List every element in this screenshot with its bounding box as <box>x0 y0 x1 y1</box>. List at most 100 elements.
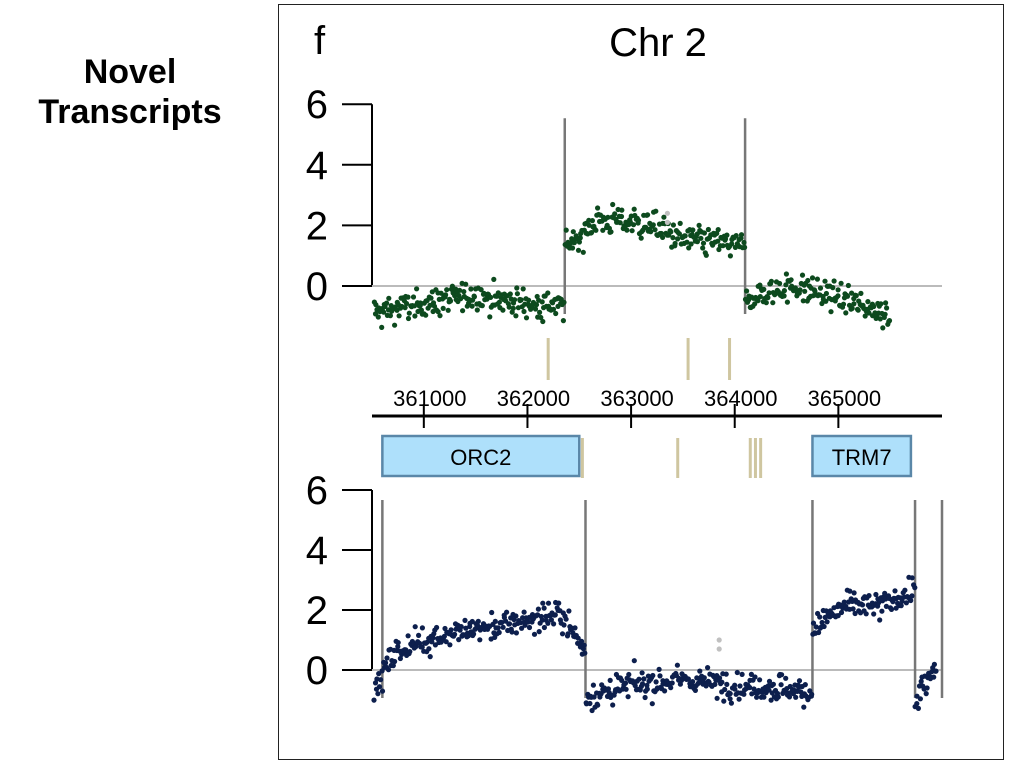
data-point <box>883 603 890 610</box>
chart-figure: f Chr 2 0 2 4 6 361000 362000 363000 364000 365… <box>278 4 1004 760</box>
data-point <box>539 617 545 623</box>
data-point <box>440 305 446 311</box>
data-point <box>747 684 753 691</box>
data-point <box>577 235 583 241</box>
data-point <box>632 683 638 689</box>
data-point <box>739 671 745 678</box>
data-point <box>424 639 430 645</box>
top-panel: 0 2 4 6 <box>306 83 942 380</box>
data-point <box>452 631 458 637</box>
data-point <box>442 625 448 632</box>
data-point <box>478 287 484 293</box>
data-point <box>533 302 540 308</box>
data-point <box>668 229 674 235</box>
data-point <box>797 287 803 293</box>
data-point <box>539 299 545 305</box>
data-point <box>509 629 515 635</box>
data-point <box>479 303 485 309</box>
data-point <box>395 643 401 650</box>
data-point <box>418 307 424 313</box>
data-point <box>540 600 546 606</box>
data-point <box>608 229 614 235</box>
data-point <box>563 227 569 233</box>
data-point <box>727 691 733 697</box>
data-point <box>617 220 623 226</box>
data-point <box>781 288 787 294</box>
data-point <box>752 301 758 307</box>
data-point <box>742 244 748 250</box>
data-point <box>582 650 588 656</box>
data-point <box>447 298 454 304</box>
data-point <box>383 660 389 666</box>
data-point <box>835 287 841 293</box>
data-point <box>859 602 866 608</box>
data-point <box>626 671 632 678</box>
data-point <box>607 677 613 684</box>
data-point <box>892 588 898 594</box>
data-point <box>700 245 706 251</box>
data-point <box>619 677 625 684</box>
bottom-panel: 0 2 4 6 <box>306 438 944 714</box>
data-point <box>703 252 709 258</box>
data-point <box>824 619 830 625</box>
data-point <box>551 621 557 627</box>
data-point <box>823 298 829 304</box>
data-point <box>381 309 387 315</box>
data-point <box>752 674 758 680</box>
data-point <box>587 700 593 707</box>
coordinate-tick-label: 361000 <box>393 386 466 411</box>
data-point <box>792 285 799 291</box>
data-point <box>915 705 922 712</box>
data-point <box>877 617 883 623</box>
data-point <box>610 702 616 708</box>
data-point <box>770 300 776 306</box>
data-point <box>749 691 755 697</box>
data-point <box>474 307 480 313</box>
data-point <box>781 293 787 299</box>
data-point <box>863 611 869 617</box>
data-point <box>434 624 440 631</box>
data-point <box>741 239 747 246</box>
data-point <box>407 649 413 655</box>
data-point <box>886 318 893 324</box>
data-point <box>744 288 750 294</box>
data-point <box>618 213 625 220</box>
data-point <box>644 686 650 692</box>
data-point <box>593 227 599 233</box>
data-point <box>909 593 915 599</box>
data-point <box>477 637 483 643</box>
data-point <box>828 309 834 315</box>
data-point <box>670 222 676 228</box>
masked-point <box>716 646 722 652</box>
data-point <box>629 228 635 234</box>
data-point <box>417 300 423 306</box>
data-point <box>847 588 853 594</box>
data-point <box>443 639 449 645</box>
data-point <box>814 276 821 282</box>
data-point <box>645 212 651 218</box>
gene-label: TRM7 <box>832 445 892 470</box>
data-point <box>923 691 929 697</box>
data-point <box>761 286 767 292</box>
chart-title: Chr 2 <box>609 21 707 65</box>
data-point <box>831 278 837 284</box>
data-point <box>429 639 435 645</box>
data-point <box>877 316 883 322</box>
data-point <box>732 686 738 692</box>
data-point <box>630 222 637 228</box>
data-point <box>520 286 526 292</box>
data-point <box>779 672 785 678</box>
data-point <box>390 663 396 669</box>
data-point <box>575 247 582 253</box>
data-point <box>733 233 739 239</box>
data-point <box>507 291 513 297</box>
data-point <box>579 638 585 645</box>
data-point <box>642 694 648 701</box>
data-point <box>488 294 494 300</box>
data-point <box>513 613 519 619</box>
data-point <box>545 290 551 296</box>
data-point <box>612 211 618 217</box>
data-point <box>823 290 830 297</box>
data-point <box>723 671 729 677</box>
data-point <box>898 603 904 609</box>
